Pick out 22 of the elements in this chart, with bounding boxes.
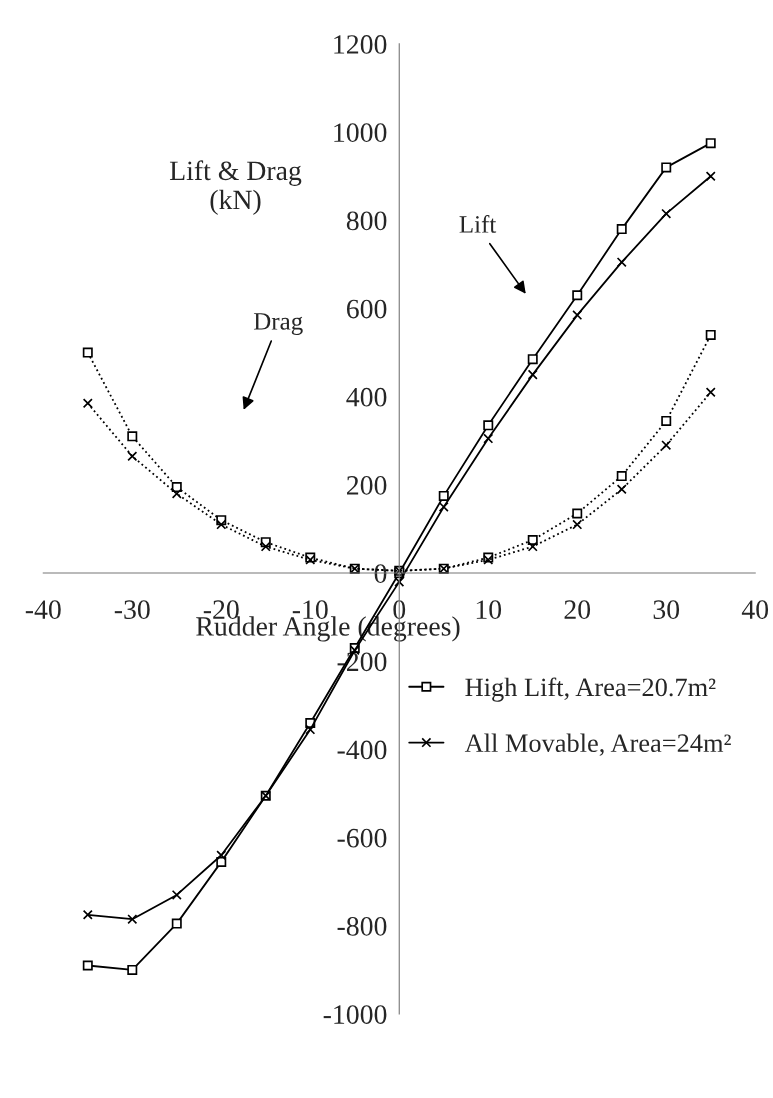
y-tick-label: -1000: [323, 1005, 387, 1024]
y-tick-label: -600: [337, 828, 387, 848]
y-tick-label: 800: [346, 211, 387, 231]
y-tick-label: 1000: [334, 123, 387, 143]
y-tick-label: 1200: [334, 35, 387, 54]
y-tick-label: 0: [374, 564, 387, 583]
annotation: Drag: [253, 313, 303, 335]
x-tick-label: 30: [653, 600, 680, 619]
y-tick-label: -400: [337, 740, 387, 760]
y-tick-label: -800: [337, 916, 387, 936]
y-tick-label: 200: [347, 476, 387, 495]
y-axis-title: Lift & Drag (kN): [169, 160, 302, 215]
legend-label: All Movable, Area=24m²: [464, 733, 731, 756]
x-tick-label: -40: [25, 600, 61, 619]
legend-label: High Lift, Area=20.7m²: [465, 677, 716, 702]
annotation: Lift: [459, 215, 497, 233]
x-tick-label: 10: [476, 600, 502, 619]
x-tick-label: 20: [564, 600, 591, 619]
x-tick-label: 40: [741, 600, 769, 619]
x-tick-label: -30: [114, 600, 150, 619]
y-tick-label: 600: [346, 299, 387, 319]
y-tick-label: 400: [346, 387, 387, 407]
